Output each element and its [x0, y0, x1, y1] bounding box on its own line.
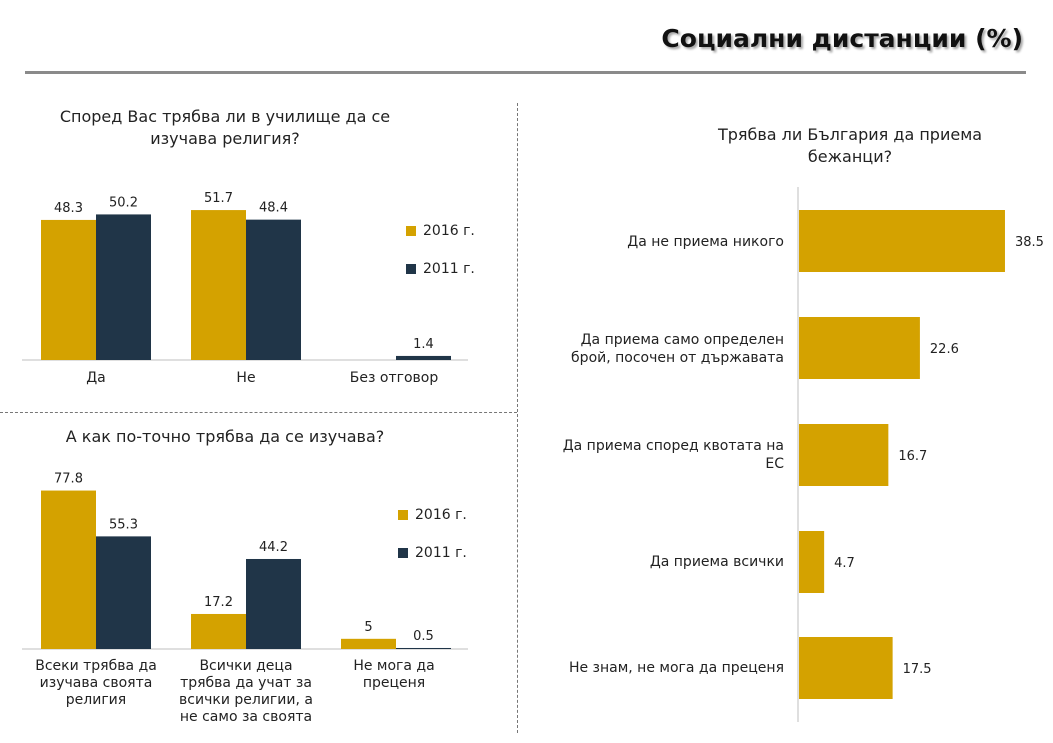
- bar-2016: [41, 490, 96, 649]
- chart3-category-label: Да приема според квотата на ЕС: [562, 438, 784, 472]
- title-rule: [25, 71, 1026, 74]
- data-label: 22.6: [930, 342, 959, 357]
- legend-label-2011: 2011 г.: [423, 261, 475, 277]
- page-title: Социални дистанции (%): [661, 24, 1023, 53]
- data-label: 5: [364, 620, 372, 635]
- data-label: 50.2: [109, 195, 138, 210]
- chart2-legend: 2016 г. 2011 г.: [398, 506, 467, 582]
- data-label: 77.8: [54, 472, 83, 487]
- bar: [799, 210, 1005, 272]
- chart3-title: Трябва ли България да приема бежанци?: [717, 125, 983, 166]
- legend-item-2016: 2016 г.: [398, 506, 467, 524]
- data-label: 48.3: [54, 201, 83, 216]
- legend-item-2011: 2011 г.: [406, 260, 475, 278]
- bar-2011: [96, 536, 151, 649]
- chart3-category-label: Не знам, не мога да преценя: [568, 660, 784, 676]
- chart1-title: Според Вас трябва ли в училище да се изу…: [59, 107, 391, 148]
- legend-swatch-2016: [398, 510, 408, 520]
- chart2-category-label: Всички деца трябва да учат за всички рел…: [179, 658, 313, 725]
- data-label: 17.2: [204, 595, 233, 610]
- legend-swatch-2016: [406, 226, 416, 236]
- chart3-category-label: Да приема всички: [649, 554, 784, 570]
- chart2-title: А как по-точно трябва да се изучава?: [65, 427, 385, 446]
- data-label: 48.4: [259, 201, 288, 216]
- data-label: 16.7: [898, 449, 927, 464]
- bar: [799, 637, 893, 699]
- data-label: 4.7: [834, 556, 855, 571]
- chart3-category-label: Да не приема никого: [627, 234, 784, 250]
- chart2-category-label: Не мога да преценя: [353, 658, 435, 691]
- legend-label-2011: 2011 г.: [415, 545, 467, 561]
- chart3-category-label: Да приема само определен брой, посочен о…: [571, 332, 784, 366]
- bar-2016: [41, 219, 96, 360]
- chart1-category-label: Да: [86, 370, 106, 386]
- vertical-divider: [517, 103, 518, 733]
- data-label: 1.4: [413, 337, 434, 352]
- chart2-category-label: Всеки трябва да изучава своята религия: [35, 658, 157, 708]
- bar: [799, 531, 825, 593]
- bar-2011: [96, 214, 151, 360]
- bar-2016: [191, 210, 246, 360]
- legend-swatch-2011: [406, 264, 416, 274]
- bar-2011: [396, 647, 451, 649]
- legend-label-2016: 2016 г.: [415, 507, 467, 523]
- bar-2011: [246, 219, 301, 360]
- data-label: 17.5: [903, 662, 932, 677]
- data-label: 44.2: [259, 540, 288, 555]
- bar-2016: [341, 638, 396, 649]
- bar-2016: [191, 613, 246, 649]
- data-label: 55.3: [109, 517, 138, 532]
- bar: [799, 424, 889, 486]
- chart1-legend: 2016 г. 2011 г.: [406, 222, 475, 298]
- legend-item-2016: 2016 г.: [406, 222, 475, 240]
- data-label: 0.5: [413, 629, 434, 644]
- legend-item-2011: 2011 г.: [398, 544, 467, 562]
- chart1-category-label: Без отговор: [349, 370, 439, 386]
- data-label: 51.7: [204, 191, 233, 206]
- bar: [799, 317, 920, 379]
- bar-2011: [246, 558, 301, 649]
- chart1-category-label: Не: [236, 370, 256, 386]
- bar-2011: [396, 355, 451, 360]
- legend-label-2016: 2016 г.: [423, 223, 475, 239]
- horizontal-divider: [0, 412, 517, 413]
- legend-swatch-2011: [398, 548, 408, 558]
- data-label: 38.5: [1015, 235, 1044, 250]
